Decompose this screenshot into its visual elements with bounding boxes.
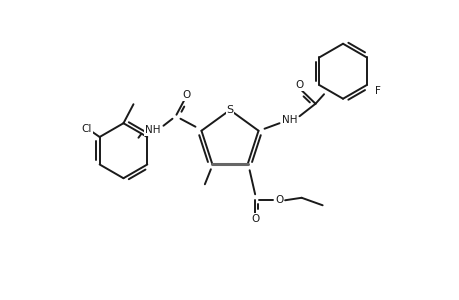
Text: S: S (226, 105, 233, 115)
Text: Cl: Cl (81, 124, 92, 134)
Text: O: O (182, 90, 190, 100)
Text: O: O (295, 80, 303, 90)
Text: F: F (374, 86, 380, 96)
Text: O: O (274, 195, 283, 205)
Text: O: O (251, 214, 259, 224)
Text: NH: NH (145, 125, 160, 135)
Text: NH: NH (281, 115, 297, 125)
